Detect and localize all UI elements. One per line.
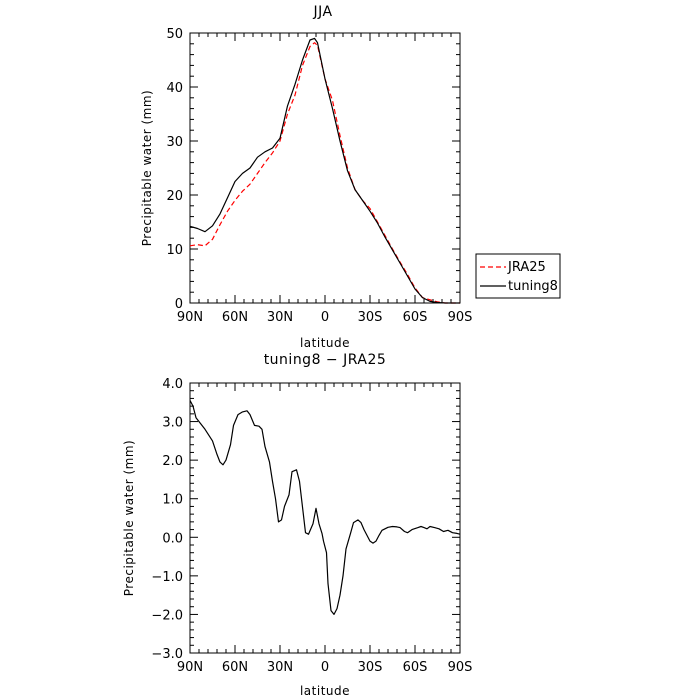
top-series-line-1 [189, 37, 460, 304]
bottom-chart-title: tuning8 − JRA25 [264, 352, 387, 368]
bottom-x-tick-label: 90S [448, 660, 473, 675]
bottom-x-tick-label: 60S [403, 660, 428, 675]
top-y-tick-labels: 0 10 20 30 40 50 [166, 27, 183, 312]
bottom-y-tick-label: 1.0 [162, 493, 183, 508]
top-series-line-0 [189, 42, 460, 304]
bottom-series-line-0 [189, 400, 461, 616]
top-x-tick-label: 0 [321, 310, 329, 325]
top-x-tick-label: 30N [267, 310, 293, 325]
top-x-tick-label: 90N [177, 310, 203, 325]
bottom-axis-ticks [189, 382, 461, 654]
bottom-y-tick-label: −3.0 [151, 647, 183, 662]
bottom-series-lines [189, 400, 461, 616]
legend-label-jra25: JRA25 [507, 260, 546, 275]
top-chart-title: JJA [312, 4, 332, 20]
bottom-y-tick-labels: −3.0 −2.0 −1.0 0.0 1.0 2.0 3.0 4.0 [151, 377, 183, 662]
bottom-y-tick-label: −2.0 [151, 608, 183, 623]
top-y-tick-label: 0 [175, 297, 183, 312]
top-x-axis-title: latitude [300, 336, 350, 350]
legend-label-tuning8: tuning8 [508, 279, 558, 294]
top-chart: JJA 0 10 20 30 40 50 90N 60N 30N 0 30S 6… [140, 4, 561, 350]
bottom-x-tick-label: 30N [267, 660, 293, 675]
legend-box [475, 253, 561, 299]
top-x-tick-labels: 90N 60N 30N 0 30S 60S 90S [177, 310, 473, 325]
top-x-tick-label: 30S [358, 310, 383, 325]
bottom-x-tick-label: 30S [358, 660, 383, 675]
top-x-tick-label: 60N [222, 310, 248, 325]
bottom-y-tick-label: 3.0 [162, 416, 183, 431]
bottom-x-axis-title: latitude [300, 684, 350, 698]
bottom-y-tick-label: 0.0 [162, 531, 183, 546]
legend: JRA25 tuning8 [475, 253, 561, 299]
top-y-tick-label: 10 [166, 243, 183, 258]
bottom-y-tick-label: 4.0 [162, 377, 183, 392]
top-y-tick-label: 20 [166, 189, 183, 204]
bottom-chart: tuning8 − JRA25 −3.0 −2.0 −1.0 0.0 1.0 2… [122, 352, 472, 698]
bottom-x-tick-labels: 90N 60N 30N 0 30S 60S 90S [177, 660, 473, 675]
bottom-y-tick-label: 2.0 [162, 454, 183, 469]
top-plot-frame [189, 32, 461, 304]
bottom-x-tick-label: 60N [222, 660, 248, 675]
top-series-lines [189, 37, 460, 304]
top-x-tick-label: 90S [448, 310, 473, 325]
top-y-tick-label: 40 [166, 81, 183, 96]
bottom-y-tick-label: −1.0 [151, 570, 183, 585]
top-axis-ticks [189, 32, 461, 304]
top-x-tick-label: 60S [403, 310, 428, 325]
bottom-plot-frame [189, 382, 461, 654]
top-y-tick-label: 30 [166, 135, 183, 150]
top-y-tick-label: 50 [166, 27, 183, 42]
bottom-y-axis-title: Precipitable water (mm) [122, 440, 136, 596]
bottom-x-tick-label: 90N [177, 660, 203, 675]
top-y-axis-title: Precipitable water (mm) [140, 90, 154, 246]
bottom-x-tick-label: 0 [321, 660, 329, 675]
